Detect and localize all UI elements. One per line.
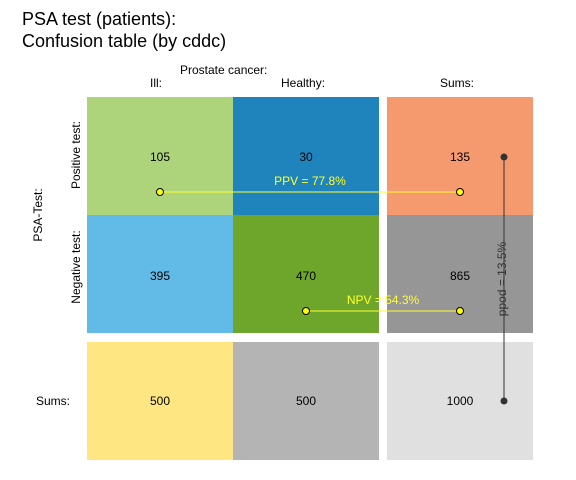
ppod-end-point <box>500 397 508 405</box>
npv-label: NPV = 54.3% <box>347 293 420 307</box>
ppod-start-point <box>500 153 508 161</box>
column-label-sums: Sums: <box>440 76 475 90</box>
column-label-healthy: Healthy: <box>281 76 326 90</box>
ppv-end-point <box>456 188 464 196</box>
value-sum-positive: 135 <box>449 150 471 164</box>
row-label-sums: Sums: <box>36 394 71 408</box>
column-group-label: Prostate cancer: <box>180 63 268 77</box>
cell-miss <box>87 215 233 333</box>
ppv-start-point <box>156 188 164 196</box>
cell-sum-healthy <box>233 342 379 460</box>
ppod-label: ppod = 13.5% <box>495 241 509 316</box>
ppv-label: PPV = 77.8% <box>274 174 346 188</box>
value-false-alarm: 30 <box>299 150 313 164</box>
value-miss: 395 <box>149 269 171 283</box>
npv-start-point <box>302 307 310 315</box>
value-hit: 105 <box>149 150 171 164</box>
cell-total <box>387 342 533 460</box>
chart-title-line-1: PSA test (patients): <box>22 9 177 29</box>
npv-end-point <box>456 307 464 315</box>
value-correct-rejection: 470 <box>295 269 317 283</box>
value-total: 1000 <box>446 394 474 408</box>
value-sum-negative: 865 <box>449 269 471 283</box>
cell-false-alarm <box>233 97 379 215</box>
cell-sum-ill <box>87 342 233 460</box>
value-sum-healthy: 500 <box>295 394 317 408</box>
column-label-ill: Ill: <box>150 76 162 90</box>
chart-title-line-2: Confusion table (by cddc) <box>22 31 227 51</box>
value-sum-ill: 500 <box>149 394 171 408</box>
